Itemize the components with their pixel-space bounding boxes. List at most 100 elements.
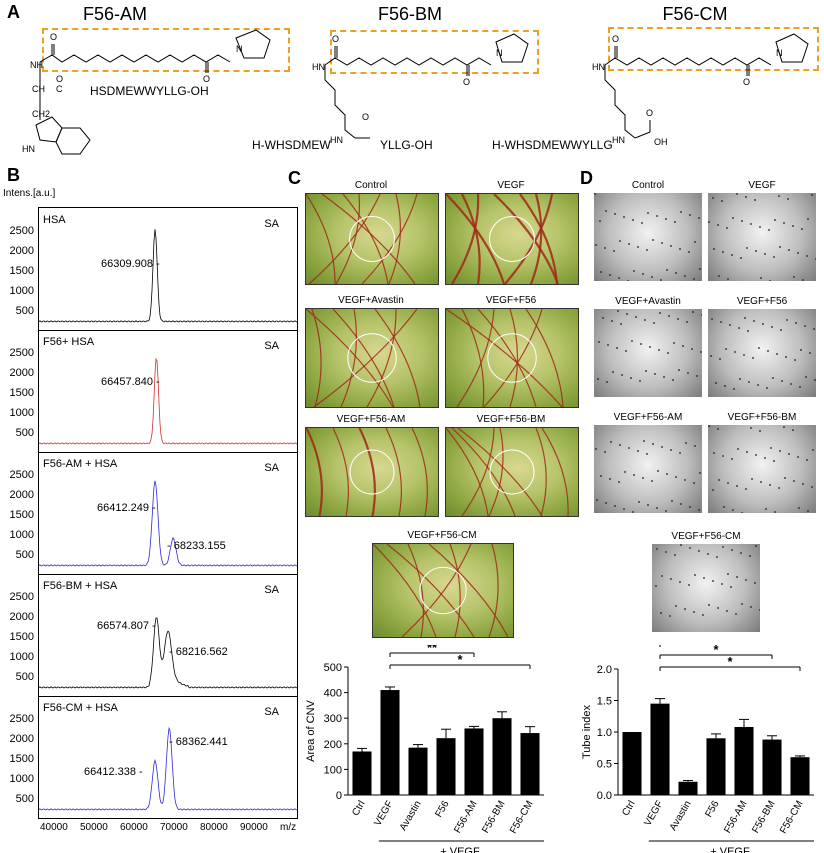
bar	[520, 733, 540, 795]
cam-image	[305, 427, 439, 517]
tube-image	[594, 309, 702, 397]
cam-image	[445, 193, 579, 285]
ms-peak-label: - 68216.562	[169, 646, 228, 658]
tube-image	[708, 193, 816, 281]
ms-y-tick: 1000	[9, 651, 34, 663]
region-circle	[489, 449, 535, 495]
atom-o-cm-1: O	[612, 34, 619, 44]
ms-spectrum-title: F56-CM + HSA	[43, 702, 118, 714]
ms-spectrum-panel: HSA SA 66309.908 -	[39, 208, 297, 331]
cam-image	[445, 308, 579, 408]
y-tick-label: 2.0	[597, 664, 612, 676]
ms-trace-line	[39, 617, 297, 689]
ms-spectrum-panel: F56-CM + HSA SA 66412.338 - - 68362.441	[39, 696, 297, 818]
atom-o-bm-3: O	[362, 112, 369, 122]
ms-sa-label: SA	[264, 462, 279, 474]
ms-y-tick: 2000	[9, 245, 34, 257]
atom-o-bm-2: O	[463, 77, 470, 87]
cam-image-title: VEGF+F56-AM	[336, 414, 406, 425]
atom-n-am: N	[236, 44, 243, 54]
atom-hn-bm-2: HN	[330, 135, 343, 145]
ms-trace	[39, 229, 297, 323]
ms-sa-label: SA	[264, 218, 279, 230]
cam-image-title: Control	[354, 180, 388, 191]
atom-ch2-am: CH2	[32, 109, 50, 119]
bar	[622, 732, 642, 795]
tube-image	[708, 425, 816, 513]
maleimide-linker-box-cm	[608, 27, 819, 71]
bar	[650, 703, 670, 795]
ms-spectra-frame: HSA SA 66309.908 - F56+ HSA SA 66457.840 - F56…	[38, 207, 298, 819]
structure-f56-bm: HN O O N HN O	[312, 33, 529, 145]
atom-o-am-1: O	[50, 32, 57, 42]
maleimide-linker-box-am	[42, 28, 290, 72]
ms-peak-label: - 68362.441	[169, 736, 228, 748]
tube-image-title: VEGF+Avastin	[615, 296, 681, 307]
y-tick-label: 200	[324, 739, 342, 751]
ms-trace	[39, 480, 297, 567]
x-tick-label: F56-BM	[480, 799, 507, 835]
y-tick-label: 500	[324, 662, 342, 674]
bar	[352, 751, 372, 795]
ms-y-tick: 500	[15, 305, 34, 317]
peptide-chain-am: HSDMEWWYLLG-OH	[90, 84, 209, 98]
x-tick-label: F56-BM	[750, 799, 777, 835]
tube-image-title: VEGF+F56-AM	[613, 412, 683, 423]
ms-trace-line	[39, 480, 297, 567]
ms-spectrum-title: F56-AM + HSA	[43, 458, 118, 470]
tube-image-title: Control	[631, 180, 665, 191]
y-tick-label: 1.0	[597, 727, 612, 739]
ms-x-tick: 50000	[80, 822, 108, 833]
ms-spectrum-panel: F56-BM + HSA SA 66574.807 - - 68216.562	[39, 574, 297, 697]
cam-image-title: VEGF+F56	[485, 295, 537, 306]
y-tick-label: 300	[324, 713, 342, 725]
ms-y-tick: 1500	[9, 509, 34, 521]
y-axis-label: Tube index	[581, 704, 593, 759]
ms-y-tick: 2500	[9, 469, 34, 481]
ms-x-tick: 70000	[160, 822, 188, 833]
cam-image-title: VEGF+F56-CM	[407, 530, 477, 541]
panel-d-label: D	[580, 168, 593, 188]
region-circle	[419, 566, 467, 615]
ms-trace-line	[39, 357, 297, 445]
ms-y-tick: 1000	[9, 773, 34, 785]
ms-x-tick: 90000	[240, 822, 268, 833]
y-tick-label: 400	[324, 688, 342, 700]
ms-y-tick: 500	[15, 549, 34, 561]
ms-peak-label: 66412.338 -	[84, 766, 143, 778]
group-label: + VEGF	[710, 846, 750, 853]
chart-tube-index: 0.0 0.5 1.0 1.5 2.0 Tube index Ctrl VEGF Avastin…	[581, 645, 814, 853]
ms-trace-line	[39, 229, 297, 323]
y-tick-label: 1.5	[597, 696, 612, 708]
ms-y-tick: 2000	[9, 611, 34, 623]
bar	[762, 739, 782, 795]
compound-title-cm: F56-CM	[662, 4, 728, 24]
atom-hn-cm-2: HN	[612, 135, 625, 145]
atom-hn-am: HN	[22, 144, 35, 154]
compound-title-am: F56-AM	[82, 4, 147, 24]
tube-image	[594, 193, 702, 281]
ms-peak-label: 66309.908 -	[101, 258, 160, 270]
atom-o-am-3: O	[56, 74, 63, 84]
ms-y-tick: 500	[15, 793, 34, 805]
ms-trace	[39, 726, 297, 811]
ms-sa-label: SA	[264, 584, 279, 596]
peptide-chain-cm: H-WHSDMEWWYLLG	[492, 138, 613, 152]
maleimide-linker-box-bm	[330, 30, 539, 74]
y-tick-label: 100	[324, 764, 342, 776]
ms-ylabel: Intens.[a.u.]	[3, 188, 56, 199]
tube-image	[652, 544, 760, 632]
region-circle	[489, 216, 535, 262]
ms-spectrum-title: HSA	[43, 214, 66, 226]
peptide-chain-bm-left: H-WHSDMEW	[252, 138, 331, 152]
x-tick-label: F56	[433, 799, 451, 820]
x-tick-label: VEGF	[642, 799, 665, 828]
significance-marker: *	[727, 654, 733, 669]
cam-image-title: VEGF+F56-BM	[476, 414, 546, 425]
tube-image	[594, 425, 702, 513]
ms-x-tick: 80000	[200, 822, 228, 833]
bar	[380, 690, 400, 795]
region-circle	[349, 449, 395, 495]
atom-c-am: C	[56, 84, 63, 94]
chart-cnv-area: 0 100 200 300 400 500 Area of CNV Ctrl VEGF Avast…	[305, 645, 544, 853]
